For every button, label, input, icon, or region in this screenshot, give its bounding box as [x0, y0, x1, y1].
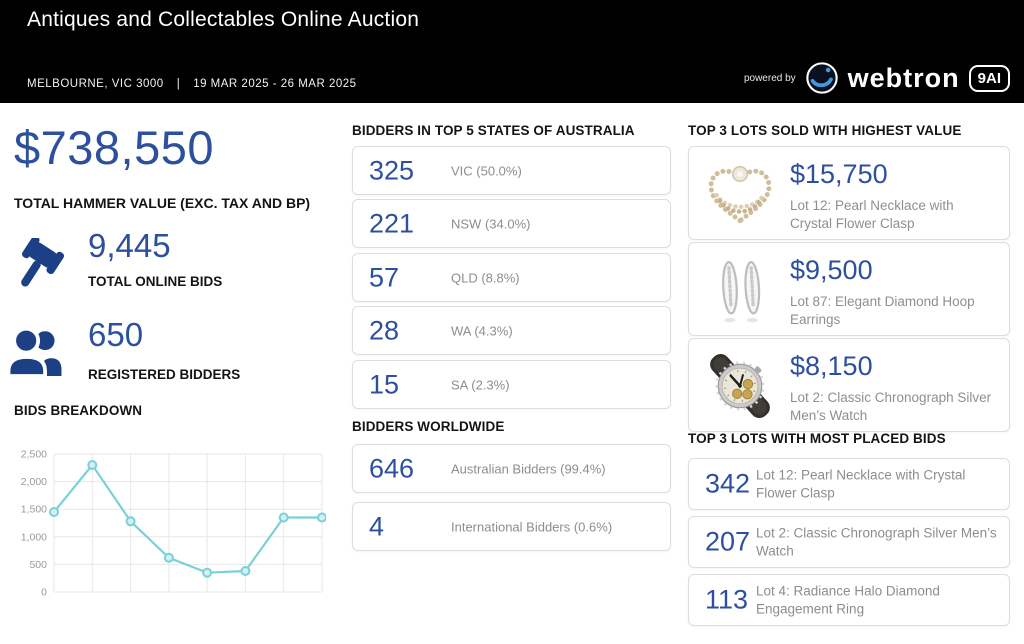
lot-card-chronograph-watch: $8,150 Lot 2: Classic Chronograph Silver… — [688, 338, 1010, 432]
state-label: QLD (8.8%) — [451, 270, 520, 285]
svg-text:2,000: 2,000 — [21, 476, 47, 488]
lot-price: $9,500 — [790, 255, 873, 285]
powered-by-label: powered by — [743, 72, 796, 84]
svg-text:1,000: 1,000 — [21, 531, 47, 543]
total-hammer-value: $738,550 — [14, 121, 215, 174]
state-count: 325 — [369, 155, 415, 185]
lot-description: Lot 2: Classic Chronograph Silver Men’s … — [790, 390, 992, 423]
hoop-earrings-image — [722, 261, 761, 323]
bid-count: 207 — [705, 526, 751, 557]
lot-description: Lot 12: Pearl Necklace with Crystal Flow… — [790, 198, 954, 231]
state-label: SA (2.3%) — [451, 377, 510, 392]
svg-text:0: 0 — [41, 587, 47, 599]
state-row-wa: 28 WA (4.3%) — [352, 306, 671, 355]
state-row-qld: 57 QLD (8.8%) — [352, 253, 671, 302]
bidder-label: International Bidders (0.6%) — [451, 519, 613, 534]
state-count: 221 — [369, 208, 415, 238]
worldwide-row-australian: 646 Australian Bidders (99.4%) — [352, 444, 671, 493]
gavel-icon — [21, 238, 64, 287]
svg-text:1,500: 1,500 — [21, 504, 47, 516]
bids-breakdown-title: BIDS BREAKDOWN — [14, 403, 143, 418]
webtron-logo-icon — [805, 62, 838, 94]
lot-price: $15,750 — [790, 159, 888, 189]
state-count: 57 — [369, 262, 400, 292]
state-row-vic: 325 VIC (50.0%) — [352, 146, 671, 195]
lot-description: Lot 87: Elegant Diamond Hoop Earrings — [790, 294, 975, 327]
lot-card-hoop-earrings: $9,500 Lot 87: Elegant Diamond Hoop Earr… — [688, 242, 1010, 336]
state-label: VIC (50.0%) — [451, 163, 522, 178]
svg-text:2,500: 2,500 — [21, 449, 47, 461]
lot-description: Lot 2: Classic Chronograph Silver Men’s … — [756, 525, 997, 558]
header-bar: Antiques and Collectables Online Auction… — [0, 0, 1024, 103]
total-online-bids-label: TOTAL ONLINE BIDS — [88, 274, 223, 289]
worldwide-row-international: 4 International Bidders (0.6%) — [352, 502, 671, 551]
bidder-count: 646 — [369, 453, 415, 483]
auction-dates: 19 MAR 2025 - 26 MAR 2025 — [193, 78, 357, 90]
bids-breakdown-chart: 0 500 1,000 1,500 2,000 2,500 — [21, 449, 326, 599]
auction-meta: MELBOURNE, VIC 3000 | 19 MAR 2025 - 26 M… — [27, 78, 357, 90]
auction-location: MELBOURNE, VIC 3000 — [27, 78, 164, 90]
lot-description: Lot 12: Pearl Necklace with Crystal Flow… — [756, 467, 966, 500]
page-title: Antiques and Collectables Online Auction — [27, 8, 420, 31]
state-label: NSW (34.0%) — [451, 216, 531, 231]
registered-bidders: 650 — [88, 316, 144, 353]
meta-separator: | — [176, 78, 181, 90]
states-section-title: BIDDERS IN TOP 5 STATES OF AUSTRALIA — [352, 123, 635, 138]
bid-count: 342 — [705, 468, 751, 499]
chronograph-watch-image — [710, 353, 770, 419]
total-online-bids: 9,445 — [88, 227, 171, 264]
nine-ai-badge: 9AI — [968, 64, 1010, 92]
state-label: WA (4.3%) — [451, 323, 513, 338]
webtron-wordmark: webtron — [847, 62, 960, 93]
top-lots-bids-title: TOP 3 LOTS WITH MOST PLACED BIDS — [688, 431, 946, 446]
bidder-label: Australian Bidders (99.4%) — [451, 461, 606, 476]
top-lots-value-title: TOP 3 LOTS SOLD WITH HIGHEST VALUE — [688, 123, 962, 138]
state-count: 15 — [369, 369, 400, 399]
bid-card-engagement-ring: 113 Lot 4: Radiance Halo Diamond Engagem… — [688, 574, 1010, 626]
state-row-sa: 15 SA (2.3%) — [352, 360, 671, 409]
state-count: 28 — [369, 315, 400, 345]
total-hammer-value-label: TOTAL HAMMER VALUE (EXC. TAX AND BP) — [14, 195, 311, 211]
bid-card-chronograph-watch: 207 Lot 2: Classic Chronograph Silver Me… — [688, 516, 1010, 568]
bid-count: 113 — [705, 584, 749, 615]
svg-text:500: 500 — [29, 559, 47, 571]
lot-price: $8,150 — [790, 351, 873, 381]
worldwide-section-title: BIDDERS WORLDWIDE — [352, 419, 505, 434]
registered-bidders-label: REGISTERED BIDDERS — [88, 367, 241, 382]
lot-description: Lot 4: Radiance Halo Diamond Engagement … — [756, 583, 940, 616]
pearl-necklace-image — [708, 165, 772, 224]
people-icon — [6, 326, 62, 378]
lot-card-pearl-necklace: $15,750 Lot 12: Pearl Necklace with Crys… — [688, 146, 1010, 240]
bid-card-pearl-necklace: 342 Lot 12: Pearl Necklace with Crystal … — [688, 458, 1010, 510]
bidder-count: 4 — [369, 511, 385, 541]
state-row-nsw: 221 NSW (34.0%) — [352, 199, 671, 248]
webtron-branding: powered by webtron 9AI — [744, 61, 1010, 95]
